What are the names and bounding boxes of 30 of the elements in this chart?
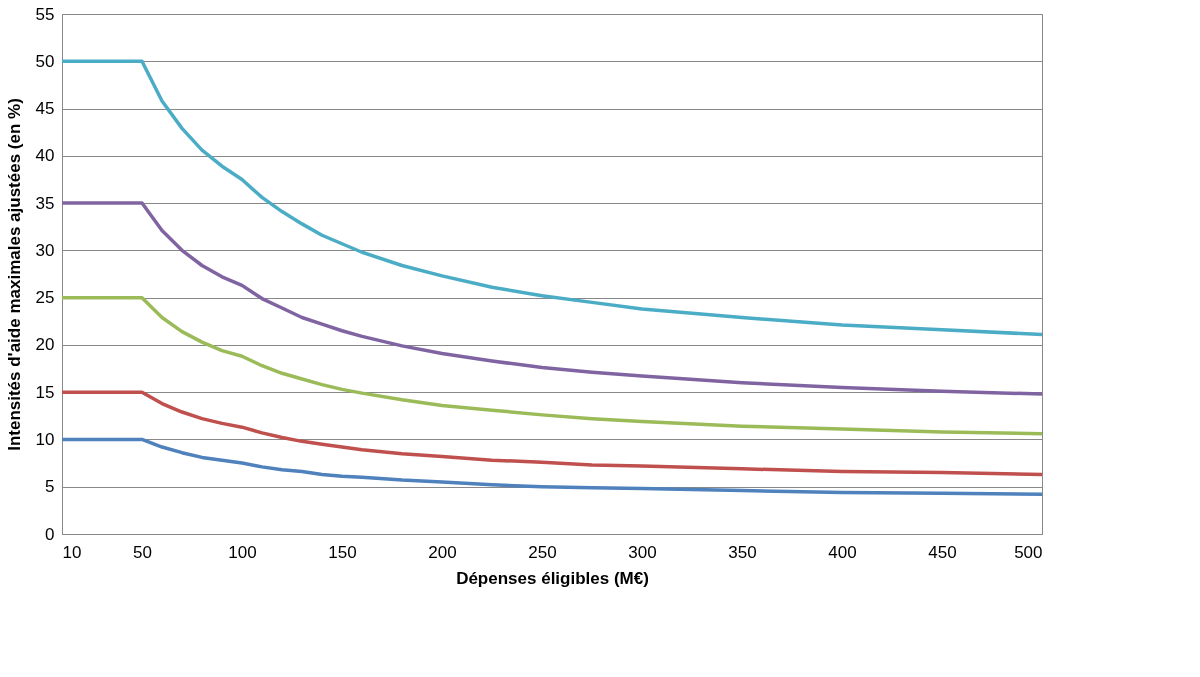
y-axis-title: Intensités d'aide maximales ajustées (en %) — [4, 98, 24, 451]
y-tick-label: 30 — [35, 240, 55, 260]
y-tick-label: 10 — [35, 429, 55, 449]
line-series — [60, 437, 1044, 497]
y-tick-label: 15 — [35, 382, 55, 402]
x-tick-label: 150 — [328, 542, 357, 562]
line-series — [60, 390, 1044, 477]
x-tick-label: 200 — [428, 542, 457, 562]
x-tick-label: 300 — [628, 542, 657, 562]
y-tick-label: 45 — [35, 99, 55, 119]
y-tick-label: 50 — [35, 51, 55, 71]
x-tick-label: 400 — [828, 542, 857, 562]
line-series — [60, 59, 1044, 337]
x-tick-label: 350 — [728, 542, 757, 562]
line-series — [60, 201, 1044, 396]
y-tick-label: 0 — [45, 524, 55, 544]
x-tick-label: 250 — [528, 542, 557, 562]
x-tick-label: 500 — [1014, 542, 1043, 562]
y-tick-label: 55 — [35, 4, 55, 24]
x-tick-label: 450 — [928, 542, 957, 562]
x-axis-title: Dépenses éligibles (M€) — [456, 568, 649, 588]
y-tick-label: 35 — [35, 193, 55, 213]
y-tick-label: 25 — [35, 288, 55, 308]
y-tick-label: 20 — [35, 335, 55, 355]
x-tick-label: 50 — [133, 542, 152, 562]
x-tick-label: 10 — [62, 542, 82, 562]
y-tick-label: 40 — [35, 146, 55, 166]
x-tick-label: 100 — [228, 542, 257, 562]
y-tick-label: 5 — [45, 477, 55, 497]
line-series — [60, 295, 1044, 436]
